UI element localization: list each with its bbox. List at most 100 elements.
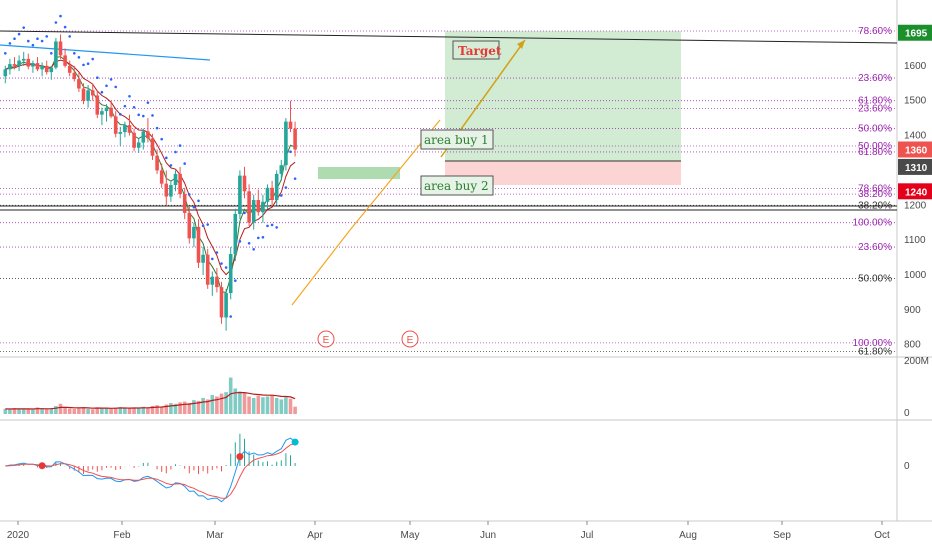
candle-body [8,64,12,70]
psar-dot [280,194,283,197]
volume-bar [58,403,63,414]
time-tick-label: Feb [113,530,131,541]
volume-bar [100,408,104,414]
price-axis-ticks: 8009001000110012001300140015001600 [904,61,927,351]
candle-body [118,132,123,134]
candle-body [173,173,178,186]
candle-body [169,185,173,197]
candle-body [182,194,187,213]
candle-body [49,67,54,73]
price-tick-label: 1600 [904,61,927,72]
psar-dot [257,236,260,240]
time-tick-label: Aug [679,530,697,541]
psar-dot [284,186,288,189]
volume-bar [17,409,21,414]
parabolic-sar-dots [4,14,297,318]
candle-body [215,276,219,288]
fib-label: 61.80% [858,96,892,107]
volume-bar [215,396,219,414]
psar-dot [17,32,21,36]
psar-dot [91,57,94,61]
psar-dot [174,150,177,154]
resistance-line [0,30,898,44]
psar-dot [215,251,219,254]
candle-body [40,65,44,70]
psar-dot [114,85,117,89]
volume-bar [150,405,155,414]
candle-body [132,132,136,148]
time-tick-label: Jul [581,530,594,541]
psar-dot [123,104,127,108]
psar-dot [169,164,173,167]
candle-body [247,191,251,223]
time-tick-label: Apr [307,530,323,541]
time-tick-label: May [401,530,420,541]
candle-body [178,173,182,195]
volume-bar [219,393,224,414]
volume-bar [44,409,49,414]
earnings-marker-1-text: E [323,335,330,346]
area-buy-1-text: area buy 1 [424,133,489,147]
price-tick-label: 1500 [904,96,927,107]
psar-dot [234,279,237,282]
volume-bars: 200M 0 [3,356,929,419]
candle-body [12,64,17,66]
volume-bar [63,406,67,414]
candle-body [113,116,118,134]
psar-dot [142,114,145,118]
psar-dot [128,94,131,98]
candle-body [100,111,104,115]
psar-dot [73,52,76,55]
price-tick-label: 1200 [904,200,927,211]
psar-dot [160,137,163,141]
volume-bar [256,395,261,414]
volume-bar [54,405,58,414]
volume-bar [284,397,288,414]
candle-body [95,95,100,115]
fast-moving-average [5,56,296,293]
psar-dot [266,224,269,228]
area-buy-2-text: area buy 2 [424,179,489,193]
psar-dot [50,52,53,55]
earnings-marker-2-text: E [407,335,414,346]
candle-body [123,125,127,133]
psar-dot [77,56,81,59]
earnings-marker-2[interactable]: E [401,330,419,348]
time-tick-label: 2020 [7,530,30,541]
uptrend-line [291,229,351,306]
volume-bar [40,408,44,414]
psar-dot [247,242,251,245]
volume-bar [274,397,279,414]
psar-dot [224,266,228,269]
volume-tick-label: 0 [904,408,910,419]
fib-label: 78.60% [858,26,892,37]
psar-dot [119,112,122,116]
volume-bar [3,408,8,414]
psar-dot [105,84,108,88]
candle-body [3,69,8,77]
volume-bar [118,407,123,414]
candle-body [21,58,26,61]
price-badge: 1240 [898,183,932,200]
price-badge-text: 1695 [905,29,928,40]
psar-dot [293,177,297,180]
volume-bar [205,399,210,414]
price-badge: 1360 [898,141,932,158]
psar-dot [238,240,242,243]
psar-dot [151,114,154,117]
psar-dot [261,236,265,239]
volume-bar [35,407,40,414]
price-badges: 1695 1360 1310 1240 [898,24,932,200]
time-tick-label: Jun [480,530,496,541]
psar-dot [183,162,186,165]
fib-label: 50.00% [858,273,892,284]
psar-dot [68,35,71,38]
volume-bar [67,408,72,414]
volume-bar [182,401,187,414]
price-badge: 1310 [898,158,932,175]
price-badge-text: 1240 [905,187,928,198]
candle-body [233,213,238,255]
psar-dot [4,52,7,55]
earnings-marker-1[interactable]: E [317,330,335,348]
